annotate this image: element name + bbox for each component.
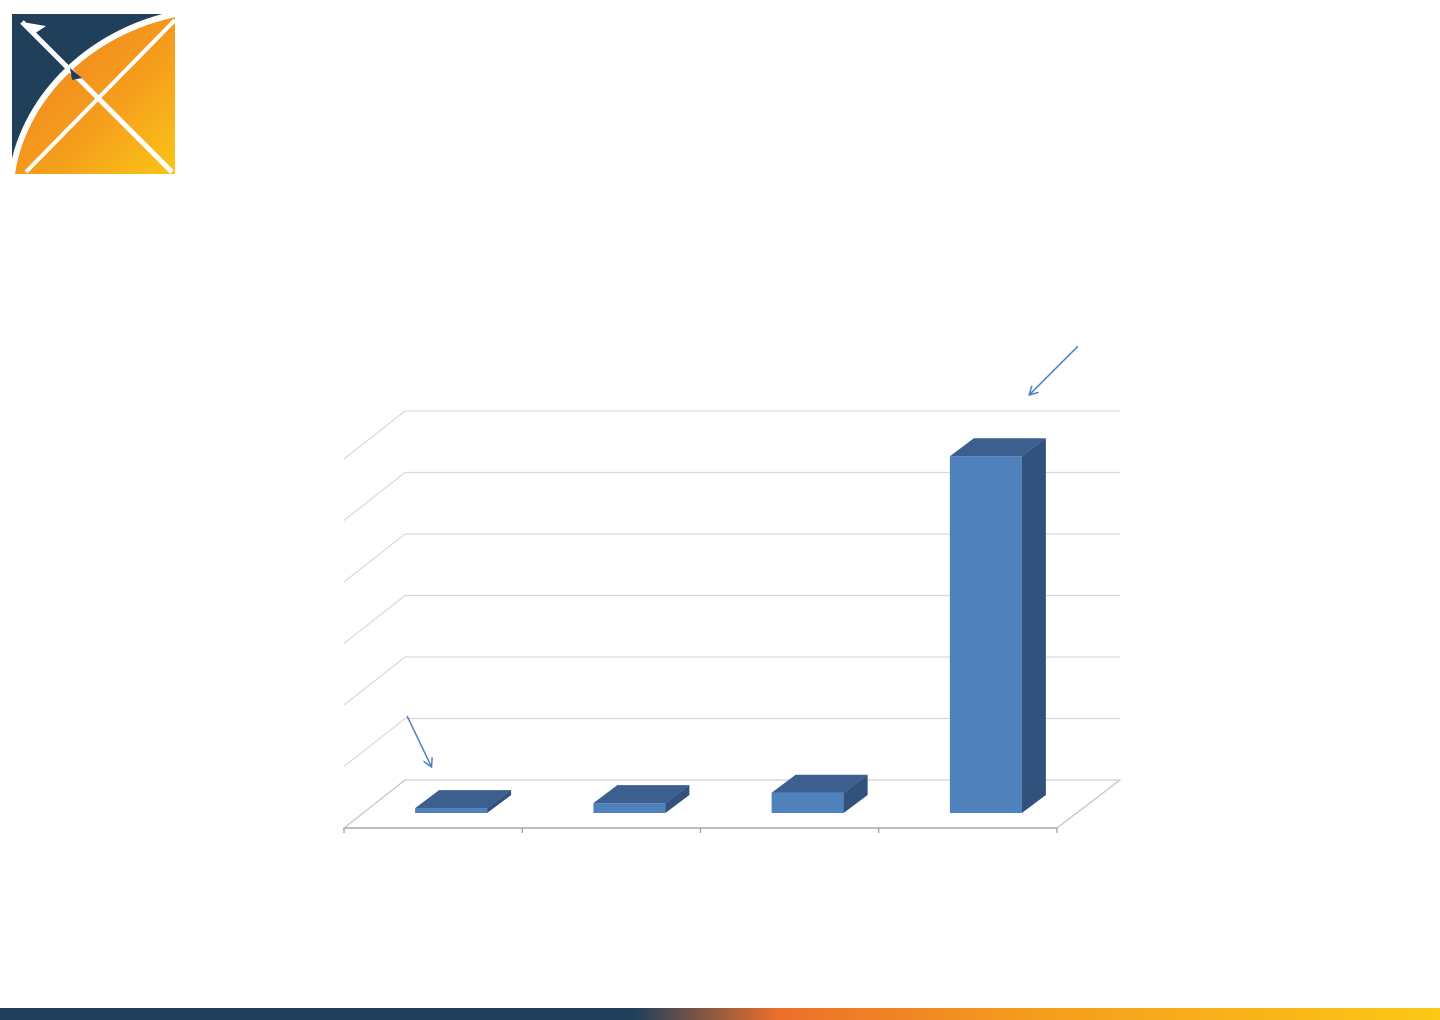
footer-gradient-bar bbox=[0, 1008, 1440, 1020]
bar-2-side bbox=[665, 785, 690, 813]
chart-floor bbox=[342, 779, 1122, 833]
bar-2-top bbox=[593, 785, 690, 804]
gridline-side-30 bbox=[343, 595, 406, 644]
gridline-side-20 bbox=[343, 656, 406, 706]
chart-bars bbox=[415, 438, 1046, 813]
bar-1-top bbox=[415, 790, 512, 809]
gridline-side-50 bbox=[343, 472, 406, 521]
bar-3-top bbox=[771, 774, 868, 793]
bar-4-side bbox=[1021, 438, 1046, 813]
gridline-side-60 bbox=[343, 410, 406, 460]
chart-annotations bbox=[406, 345, 1079, 766]
gridline-side-10 bbox=[343, 718, 406, 767]
gridline-side-40 bbox=[343, 533, 406, 583]
bar-1-side bbox=[487, 790, 512, 813]
ohdsi-x-logo-icon bbox=[12, 14, 175, 174]
bar-4 bbox=[949, 456, 1022, 813]
floor-right-edge bbox=[1056, 779, 1121, 829]
bar-4-top bbox=[949, 438, 1046, 457]
bar-3-side bbox=[843, 774, 868, 813]
bar-1 bbox=[415, 808, 488, 813]
annotation-arrow-2 bbox=[1030, 345, 1079, 394]
bar-3 bbox=[771, 792, 844, 813]
bar-2 bbox=[593, 803, 666, 813]
annotation-arrow-1 bbox=[406, 715, 431, 766]
floor-left-edge bbox=[343, 779, 406, 829]
